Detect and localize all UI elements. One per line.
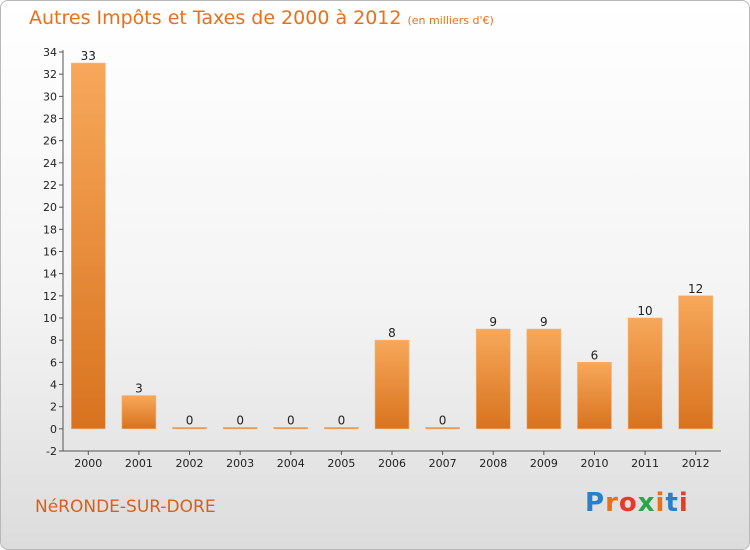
x-tick-label-2002: 2002 (176, 457, 204, 470)
data-label-2001: 3 (135, 382, 143, 396)
y-tick-label: 6 (50, 356, 57, 369)
data-label-2010: 6 (591, 348, 599, 362)
data-label-2008: 9 (489, 315, 497, 329)
logo-letter: i (678, 488, 689, 518)
bar-2004 (273, 427, 309, 430)
y-tick-label: 8 (50, 334, 57, 347)
y-tick-label: 22 (43, 179, 57, 192)
y-tick-label: 20 (43, 201, 57, 214)
bar-2012 (678, 295, 713, 430)
y-tick-label: 30 (43, 90, 57, 103)
y-tick-label: 10 (43, 312, 57, 325)
logo-letter: o (618, 488, 638, 518)
bar-2002 (172, 427, 207, 430)
y-tick-label: 34 (43, 46, 57, 59)
x-tick-label-2001: 2001 (125, 457, 153, 470)
y-tick-label: 0 (50, 423, 57, 436)
data-label-2003: 0 (236, 413, 244, 427)
y-tick-label: 2 (50, 401, 57, 414)
logo-letter: t (665, 488, 679, 518)
x-tick-label-2008: 2008 (479, 457, 507, 470)
bar-2001 (121, 395, 157, 430)
data-label-2004: 0 (287, 413, 295, 427)
y-tick-label: 4 (50, 379, 57, 392)
y-tick-label: 24 (43, 157, 57, 170)
x-tick-label-2009: 2009 (530, 457, 558, 470)
x-tick-label-2005: 2005 (327, 457, 355, 470)
bar-2000 (71, 62, 106, 430)
y-tick-label: 26 (43, 135, 57, 148)
data-label-2002: 0 (186, 413, 194, 427)
logo-letter: r (605, 488, 619, 518)
proxiti-logo[interactable]: Proxiti (585, 488, 689, 518)
logo-letter: i (655, 488, 666, 518)
y-tick-label: 16 (43, 246, 57, 259)
x-tick-label-2000: 2000 (74, 457, 102, 470)
x-tick-label-2010: 2010 (580, 457, 608, 470)
chart-title-unit: (en milliers d'€) (407, 14, 494, 27)
y-tick-label: 28 (43, 113, 57, 126)
x-tick-label-2011: 2011 (631, 457, 659, 470)
commune-name: NéRONDE-SUR-DORE (35, 497, 216, 517)
data-label-2012: 12 (688, 282, 703, 296)
bar-2011 (627, 317, 663, 430)
bar-2006 (374, 339, 410, 430)
data-label-2011: 10 (637, 304, 652, 318)
data-label-2000: 33 (81, 49, 96, 63)
logo-letter: P (585, 488, 606, 518)
data-label-2005: 0 (338, 413, 346, 427)
y-tick-label: -2 (46, 445, 57, 458)
data-label-2006: 8 (388, 326, 396, 340)
bar-2010 (577, 362, 612, 430)
bar-2007 (425, 427, 460, 430)
chart-title-main: Autres Impôts et Taxes de 2000 à 2012 (29, 7, 402, 29)
data-label-2007: 0 (439, 413, 447, 427)
bar-2009 (526, 328, 562, 430)
bar-2005 (324, 427, 359, 430)
y-tick-label: 12 (43, 290, 57, 303)
x-tick-label-2012: 2012 (682, 457, 710, 470)
x-tick-label-2004: 2004 (277, 457, 305, 470)
y-tick-label: 32 (43, 68, 57, 81)
bar-2008 (475, 328, 511, 430)
y-tick-label: 14 (43, 268, 57, 281)
y-tick-label: 18 (43, 223, 57, 236)
chart-title: Autres Impôts et Taxes de 2000 à 2012 (en… (29, 7, 494, 29)
logo-letter: x (637, 488, 656, 518)
bar-2003 (222, 427, 258, 430)
data-label-2009: 9 (540, 315, 548, 329)
x-tick-label-2003: 2003 (226, 457, 254, 470)
x-tick-label-2007: 2007 (429, 457, 457, 470)
x-tick-label-2006: 2006 (378, 457, 406, 470)
